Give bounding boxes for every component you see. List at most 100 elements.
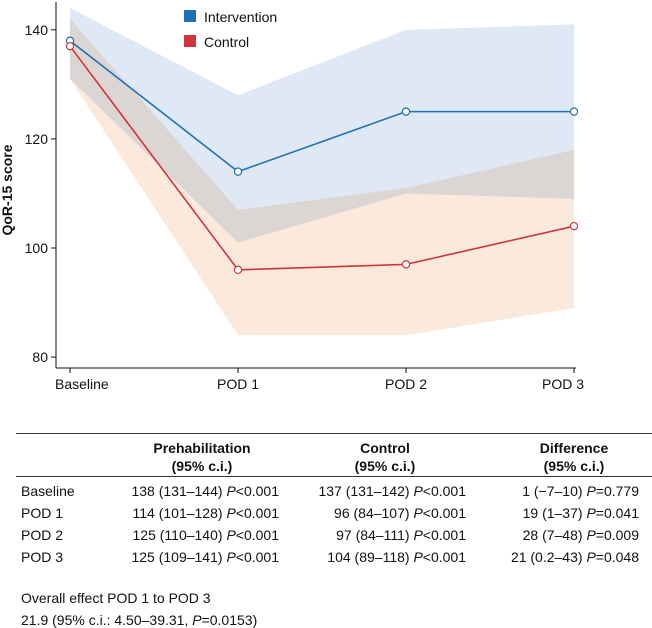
control-p-label: P	[413, 505, 423, 521]
chart-legend: Intervention Control	[184, 9, 277, 50]
data-point-intervention	[401, 107, 411, 116]
prehab-value: 138 (131–144) P<0.001	[131, 483, 279, 499]
control-p-label: P	[413, 527, 423, 543]
series-line-intervention	[69, 40, 574, 173]
legend-label-intervention: Intervention	[204, 9, 277, 25]
table-top-rule	[16, 433, 652, 434]
header-control-ci: (95% c.i.)	[354, 458, 416, 474]
difference-p-label: P	[586, 549, 596, 565]
table-row: POD 3 125 (109–141) P<0.001 104 (89–118) P…	[0, 549, 652, 571]
difference-p-label: P	[586, 505, 596, 521]
prehab-p-label: P	[226, 549, 236, 565]
difference-p-value: =0.009	[595, 527, 639, 543]
difference-p-value: =0.041	[595, 505, 639, 521]
legend-swatch-intervention	[184, 10, 196, 22]
prehab-value: 114 (101–128) P<0.001	[133, 505, 280, 521]
series-lines	[69, 40, 575, 271]
control-estimate: 104 (89–118)	[327, 549, 410, 565]
data-point-control	[65, 41, 75, 51]
difference-estimate: 28 (7–48)	[522, 527, 583, 543]
ci-band-control	[70, 18, 574, 336]
data-point-intervention	[569, 107, 579, 116]
difference-p-label: P	[586, 483, 596, 499]
prehab-estimate: 138 (131–144)	[131, 483, 223, 499]
overall-effect-title: Overall effect POD 1 to POD 3	[21, 590, 211, 606]
header-difference-ci: (95% c.i.)	[543, 458, 605, 474]
prehab-p-value: <0.001	[235, 527, 279, 543]
legend-swatch-control	[184, 35, 196, 47]
header-prehabilitation-title: Prehabilitation	[153, 440, 251, 456]
data-point-control	[401, 260, 411, 269]
row-label: POD 2	[21, 527, 64, 543]
difference-value: 21 (0.2–43) P=0.048	[511, 549, 639, 565]
prehab-p-label: P	[226, 527, 236, 543]
y-tick-label: 80	[32, 349, 48, 365]
control-p-value: <0.001	[422, 549, 466, 565]
control-p-value: <0.001	[422, 527, 466, 543]
data-point-control	[233, 265, 243, 275]
overall-effect-p-value: =0.0153	[201, 612, 253, 628]
difference-value: 1 (−7–10) P=0.779	[522, 483, 639, 499]
difference-value: 19 (1–37) P=0.041	[523, 505, 639, 521]
prehab-estimate: 125 (109–141)	[131, 549, 223, 565]
prehab-estimate: 114 (101–128)	[132, 505, 223, 521]
overall-effect-close: )	[252, 612, 258, 628]
prehab-estimate: 125 (110–140)	[132, 527, 223, 543]
prehab-p-label: P	[226, 483, 236, 499]
data-point-control	[569, 221, 579, 231]
difference-p-value: =0.779	[595, 483, 639, 499]
ci-band-intervention	[70, 8, 574, 243]
difference-estimate: 21 (0.2–43)	[510, 549, 583, 565]
confidence-bands	[70, 8, 574, 336]
difference-estimate: 19 (1–37)	[522, 505, 583, 521]
overall-effect-estimate: 21.9 (95% c.i.: 4.50–39.31,	[21, 612, 193, 628]
series-line-control	[69, 45, 575, 271]
prehab-value: 125 (109–141) P<0.001	[131, 549, 279, 565]
x-tick-label: POD 3	[542, 376, 584, 392]
difference-p-value: =0.048	[595, 549, 639, 565]
prehab-p-value: <0.001	[235, 549, 279, 565]
prehab-p-value: <0.001	[235, 505, 279, 521]
series-points	[65, 36, 579, 275]
header-difference: Difference (95% c.i.)	[484, 439, 652, 475]
header-control: Control (95% c.i.)	[295, 439, 475, 475]
control-value: 104 (89–118) P<0.001	[327, 549, 466, 565]
chart-axes: 80 100 120 140 Baseline POD 1 POD 2 POD 3	[25, 2, 584, 392]
legend-label-control: Control	[204, 34, 249, 50]
control-value: 96 (84–107) P<0.001	[334, 505, 466, 521]
prehab-p-value: <0.001	[235, 483, 279, 499]
control-estimate: 97 (84–111)	[336, 527, 410, 543]
header-difference-title: Difference	[539, 440, 609, 456]
x-tick-label: Baseline	[55, 376, 109, 392]
difference-value: 28 (7–48) P=0.009	[523, 527, 639, 543]
row-label: POD 1	[21, 505, 64, 521]
prehab-p-label: P	[226, 505, 236, 521]
control-value: 137 (131–142) P<0.001	[318, 483, 466, 499]
overall-effect-p-label: P	[192, 612, 202, 628]
table-row: POD 1 114 (101–128) P<0.001 96 (84–107) P<…	[0, 505, 652, 527]
control-value: 97 (84–111) P<0.001	[336, 527, 466, 543]
prehab-value: 125 (110–140) P<0.001	[133, 527, 280, 543]
control-estimate: 137 (131–142)	[318, 483, 410, 499]
y-axis-label: QoR-15 score	[0, 144, 15, 235]
row-label: POD 3	[21, 549, 64, 565]
control-p-value: <0.001	[422, 505, 466, 521]
difference-estimate: 1 (−7–10)	[522, 483, 583, 499]
y-tick-label: 140	[25, 22, 49, 38]
control-p-label: P	[413, 549, 423, 565]
data-point-intervention	[233, 167, 243, 176]
control-p-value: <0.001	[422, 483, 466, 499]
control-p-label: P	[413, 483, 423, 499]
header-prehabilitation: Prehabilitation (95% c.i.)	[112, 439, 292, 475]
control-estimate: 96 (84–107)	[334, 505, 410, 521]
x-tick-label: POD 1	[217, 376, 259, 392]
table-header-rule	[16, 476, 652, 477]
row-label: Baseline	[21, 483, 75, 499]
header-prehabilitation-ci: (95% c.i.)	[171, 458, 233, 474]
y-tick-label: 100	[25, 240, 49, 256]
header-control-title: Control	[360, 440, 410, 456]
x-tick-label: POD 2	[385, 376, 427, 392]
y-tick-label: 120	[25, 131, 49, 147]
overall-effect-value: 21.9 (95% c.i.: 4.50–39.31, P=0.0153)	[21, 612, 257, 628]
qor15-line-chart: 80 100 120 140 Baseline POD 1 POD 2 POD 3 Inter…	[0, 2, 584, 392]
